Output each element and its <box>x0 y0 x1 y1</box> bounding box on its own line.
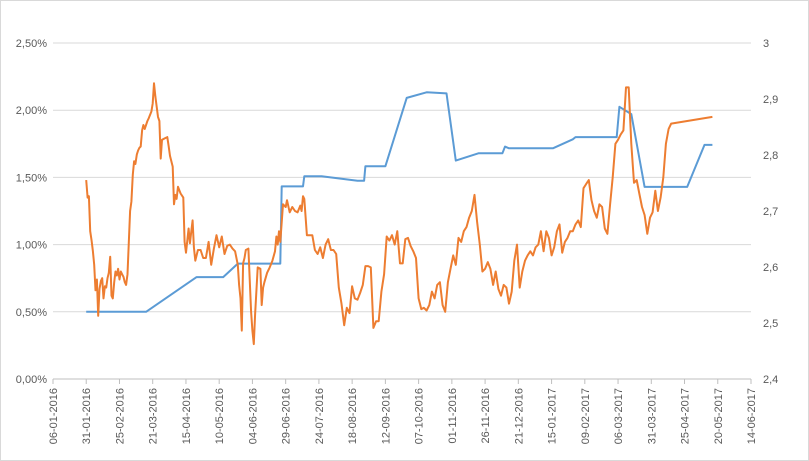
x-tick-label: 15-01-2017 <box>547 388 559 444</box>
x-tick-label: 24-07-2016 <box>314 388 326 444</box>
x-tick-label: 21-03-2016 <box>148 388 160 444</box>
series-layer <box>85 82 713 346</box>
left-axis-tick-labels: 0,00% 0,50% 1,00% 1,50% 2,00% 2,50% <box>16 38 47 386</box>
x-tick-label: 10-05-2016 <box>214 388 226 444</box>
right-tick-label: 2,8 <box>763 150 778 162</box>
right-tick-label: 2,7 <box>763 206 778 218</box>
right-tick-label: 2,4 <box>763 374 778 386</box>
left-tick-label: 0,50% <box>16 307 47 319</box>
right-tick-label: 2,6 <box>763 262 778 274</box>
series-line-right-axis <box>86 91 713 313</box>
left-tick-label: 2,00% <box>16 105 47 117</box>
x-tick-label: 01-11-2016 <box>447 388 459 443</box>
x-tick-label: 06-01-2016 <box>48 388 60 444</box>
x-tick-label: 25-02-2016 <box>114 388 126 444</box>
x-tick-label: 14-06-2017 <box>746 388 758 444</box>
x-tick-label: 31-01-2016 <box>81 388 93 444</box>
left-tick-label: 1,50% <box>16 172 47 184</box>
x-tick-label: 12-09-2016 <box>380 388 392 444</box>
right-tick-label: 2,9 <box>763 94 778 106</box>
left-tick-label: 0,00% <box>16 374 47 386</box>
x-tick-label: 25-04-2017 <box>680 388 692 444</box>
x-tick-label: 26-11-2016 <box>480 388 492 443</box>
x-tick-label: 20-05-2017 <box>713 388 725 444</box>
x-tick-label: 07-10-2016 <box>414 388 426 444</box>
x-axis: 06-01-2016 31-01-2016 25-02-2016 21-03-2016… <box>48 378 758 444</box>
x-tick-label: 29-06-2016 <box>281 388 293 444</box>
x-tick-label: 18-08-2016 <box>347 388 359 444</box>
series-line-left-axis <box>85 82 713 346</box>
x-tick-label: 09-02-2017 <box>580 388 592 444</box>
right-tick-label: 3 <box>763 38 769 50</box>
right-axis-tick-labels: 2,4 2,5 2,6 2,7 2,8 2,9 3 <box>763 38 778 386</box>
right-tick-label: 2,5 <box>763 318 778 330</box>
x-tick-label: 21-12-2016 <box>513 388 525 444</box>
left-tick-label: 1,00% <box>16 240 47 252</box>
x-tick-label: 06-03-2017 <box>613 388 625 444</box>
x-tick-label: 15-04-2016 <box>181 388 193 444</box>
left-tick-label: 2,50% <box>16 38 47 50</box>
x-tick-label: 31-03-2017 <box>646 388 658 444</box>
x-tick-label: 04-06-2016 <box>247 388 259 444</box>
gridlines <box>53 42 751 380</box>
